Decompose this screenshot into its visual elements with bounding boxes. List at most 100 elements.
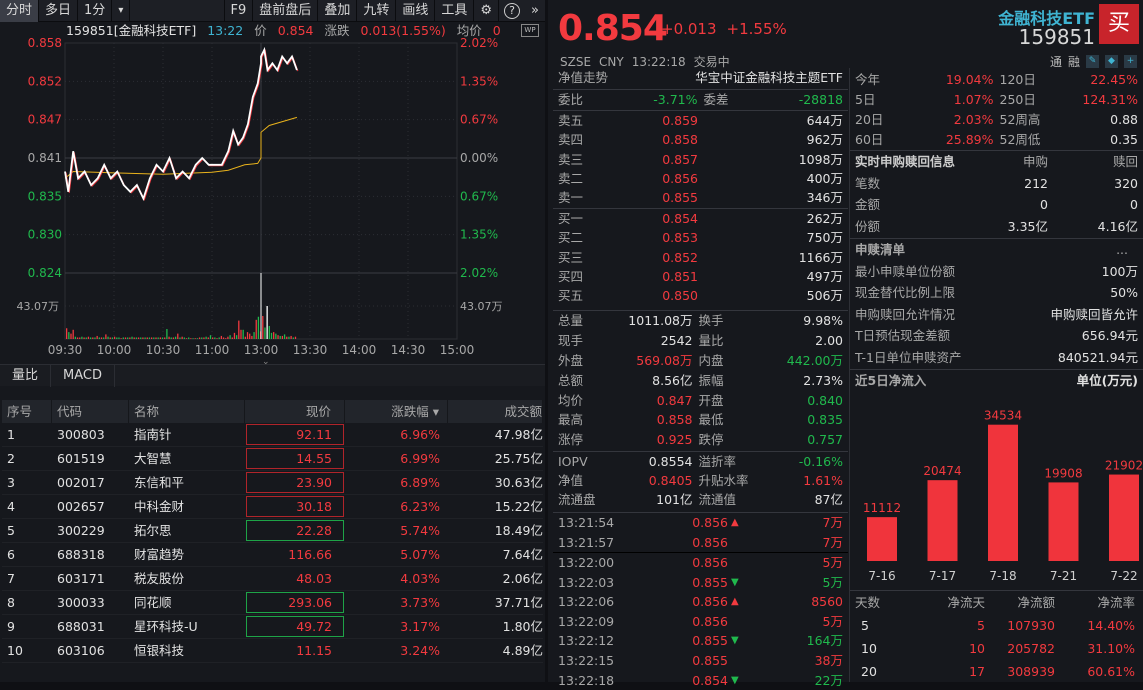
volume-bar [127, 337, 129, 339]
stock-name: 指南针 [134, 427, 172, 442]
volume-bar [85, 337, 87, 339]
help-icon[interactable]: ? [504, 3, 521, 19]
table-row[interactable]: 7 603171 税友股份 48.03 4.03% 2.06亿 [2, 567, 543, 591]
volume-bar [268, 325, 270, 339]
add-icon[interactable]: + [1124, 55, 1137, 68]
column-header[interactable]: 名称 [129, 400, 245, 423]
buy-button[interactable]: 买 [1099, 4, 1139, 44]
row-index: 6 [7, 547, 15, 562]
stock-code: 688031 [57, 619, 105, 634]
table-row[interactable]: 5 300229 拓尔思 22.28 5.74% 18.49亿 [2, 519, 543, 543]
toolbar-button-f9[interactable]: F9 [225, 0, 254, 22]
tong-tag[interactable]: 通 [1049, 55, 1062, 69]
table-row[interactable]: 4 002657 中科金财 30.18 6.23% 15.22亿 [2, 495, 543, 519]
column-header[interactable]: 涨跌幅 ▾ [345, 400, 448, 423]
bids-level: 买五 0.850 506万 [558, 288, 843, 304]
row-index: 5 [7, 523, 15, 538]
edit-icon[interactable]: ✎ [1086, 55, 1099, 68]
volume-bar [70, 333, 72, 339]
volume-bar [140, 337, 142, 339]
volume-bar [253, 332, 255, 339]
last-price: 11.15 [296, 643, 332, 658]
change-amount: +0.013 [661, 20, 717, 38]
trade-row: 13:21:57 0.856 7万 [553, 533, 848, 553]
volume-bar [266, 306, 268, 339]
rong-tag[interactable]: 融 [1067, 55, 1080, 69]
volume-bar [183, 337, 185, 339]
table-row[interactable]: 3 002017 东信和平 23.90 6.89% 30.63亿 [2, 471, 543, 495]
volume-bar [288, 336, 290, 339]
table-row[interactable]: 6 688318 财富趋势 116.66 5.07% 7.64亿 [2, 543, 543, 567]
tab-intraday[interactable]: 分时 [0, 0, 40, 22]
stock-code: 300229 [57, 523, 105, 538]
table-row[interactable]: 9 688031 星环科技-U 49.72 3.17% 1.80亿 [2, 615, 543, 639]
turnover: 1.80亿 [502, 619, 543, 634]
indicator-tab-macd[interactable]: MACD [51, 365, 115, 387]
volume-bar [105, 334, 107, 339]
indicator-tab-volume-ratio[interactable]: 量比 [0, 365, 52, 387]
column-header[interactable]: 成交额 [448, 400, 543, 423]
change-label: 涨跌 [324, 23, 350, 38]
period-dropdown-icon[interactable]: ▾ [112, 0, 131, 22]
etf_stats-row: 流通盘 101亿 流通值 87亿 [558, 492, 843, 508]
bell-icon[interactable]: ◆ [1105, 55, 1118, 68]
toolbar-button-prepost[interactable]: 盘前盘后 [253, 0, 319, 22]
turnover: 25.75亿 [494, 451, 543, 466]
turnover: 7.64亿 [502, 547, 543, 562]
toolbar-button-overlay[interactable]: 叠加 [318, 0, 358, 22]
table-row[interactable]: 10 603106 恒银科技 11.15 3.24% 4.89亿 [2, 639, 543, 663]
tab-multiday[interactable]: 多日 [39, 0, 79, 22]
avg-value: 0 [492, 23, 501, 38]
row-index: 7 [7, 571, 15, 586]
toolbar-button-tools[interactable]: 工具 [435, 0, 475, 22]
section: 13:22:00 0.856 5万 13:22:03 0.855 ▼ 5万 13:22:06 0… [553, 552, 848, 690]
volume-bar [72, 329, 74, 339]
weibi-row: 委比 -3.71% 委差 -28818 [558, 92, 843, 107]
column-header[interactable]: 序号 [2, 400, 52, 423]
toolbar-button-nine[interactable]: 九转 [357, 0, 397, 22]
expand-chevron-icon[interactable]: ⌄ [262, 357, 270, 367]
avg-label: 均价 [456, 23, 482, 38]
gear-icon[interactable]: ⚙ [474, 0, 500, 22]
currency: CNY [599, 55, 624, 69]
table-row[interactable]: 2 601519 大智慧 14.55 6.99% 25.75亿 [2, 447, 543, 471]
section: 卖五 0.859 644万 卖四 0.858 962万 卖三 0.857 1098万 卖二 0.85… [553, 110, 848, 207]
column-divider [849, 68, 850, 682]
trade-row: 13:22:09 0.856 5万 [553, 612, 848, 632]
table-row[interactable]: 1 300803 指南针 92.11 6.96% 47.98亿 [2, 423, 543, 447]
no-arrow [728, 651, 744, 671]
volume-bar [133, 337, 135, 339]
more-icon[interactable]: » [531, 3, 539, 18]
volume-bar [118, 337, 120, 339]
change-pct: 3.17% [400, 619, 440, 634]
etf_stats-row: IOPV 0.8554 溢折率 -0.16% [558, 454, 843, 469]
volume-bar [218, 337, 220, 339]
section: 申赎清单... 最小申赎单位份额 100万 现金替代比例上限 50% 申购赎回允许情况 申购… [850, 238, 1143, 368]
y-tick-right: 0.00% [460, 151, 498, 165]
volume-bar [257, 316, 260, 339]
volume-bar [66, 328, 68, 339]
inflow-category: 7-22 [1110, 569, 1137, 583]
inflow-bar [867, 517, 897, 561]
row-index: 8 [7, 595, 15, 610]
change-pct: 5.07% [400, 547, 440, 562]
more-icon[interactable]: ... [1116, 242, 1128, 257]
toolbar-button-draw[interactable]: 画线 [396, 0, 436, 22]
tab-period[interactable]: 1分 [78, 0, 113, 22]
bids-level: 买二 0.853 750万 [558, 230, 843, 246]
volume-bar [79, 337, 81, 339]
column-header[interactable]: 现价 [245, 400, 345, 423]
column-header[interactable]: 代码 [52, 400, 129, 423]
volume-bar [201, 337, 203, 339]
table-row[interactable]: 8 300033 同花顺 293.06 3.73% 37.71亿 [2, 591, 543, 615]
wp-icon[interactable]: WP [521, 24, 539, 37]
volume-bar [103, 337, 105, 339]
intraday-chart[interactable]: 0.858 2.02% 0.852 1.35% 0.847 0.67% 0.841 0.00%… [0, 36, 545, 356]
change-pct: 6.96% [400, 427, 440, 442]
nav-trend-label[interactable]: 净值走势 [558, 70, 609, 85]
trade-row: 13:22:12 0.855 ▼ 164万 [553, 631, 848, 651]
volume-bar [225, 338, 227, 339]
asks-level: 卖四 0.858 962万 [558, 132, 843, 148]
stock-code: 601519 [57, 451, 105, 466]
flow-header: 近5日净流入 单位(万元) [855, 373, 1138, 388]
